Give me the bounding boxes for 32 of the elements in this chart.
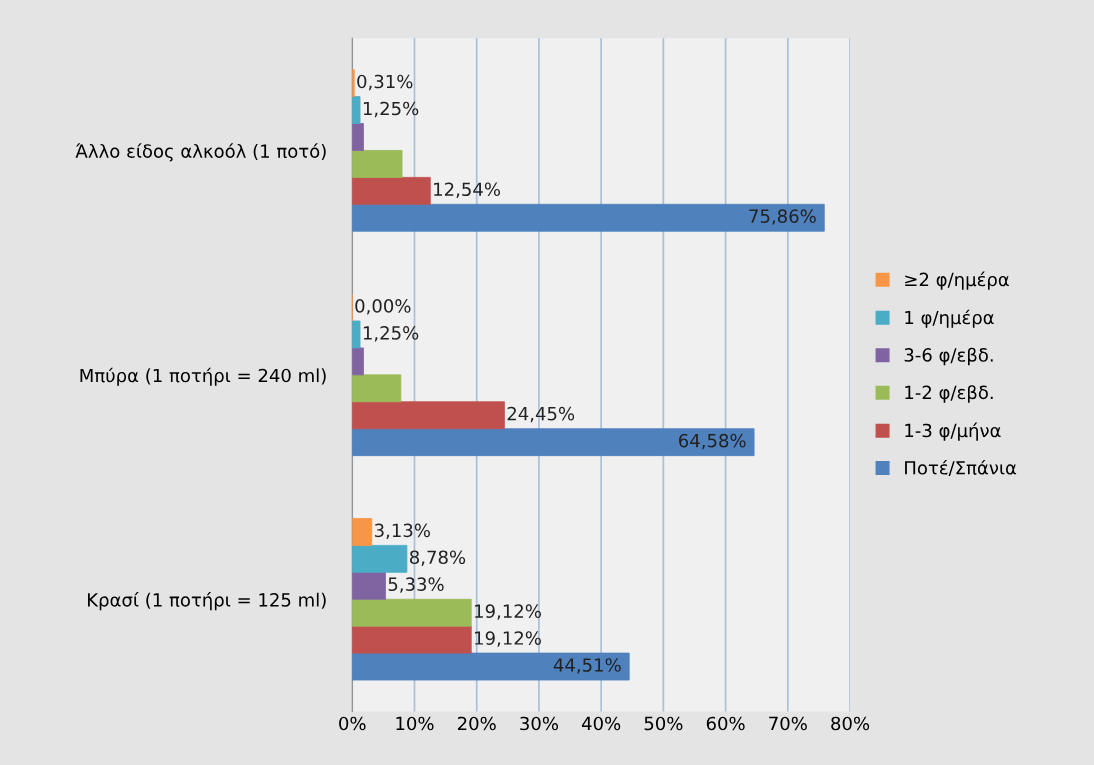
- x-tick-label: 10%: [396, 716, 434, 731]
- legend-label: 1 φ/ημέρα: [905, 309, 994, 328]
- legend-label: 1-3 φ/μήνα: [905, 422, 1001, 441]
- data-label: 3,13%: [374, 523, 430, 540]
- legend-label: ≥2 φ/ημέρα: [905, 271, 1009, 290]
- x-tick-label: 50%: [644, 716, 683, 731]
- data-label: 64,58%: [679, 433, 746, 450]
- data-label: 0,31%: [357, 74, 413, 91]
- x-tick-label: 40%: [581, 716, 621, 731]
- y-tick-label: Κρασί (1 ποτήρι = 125 ml): [88, 592, 326, 611]
- legend-label: 1-2 φ/εβδ.: [905, 385, 993, 403]
- x-tick-label: 80%: [831, 716, 870, 731]
- y-tick-label: Μπύρα (1 ποτήρι = 240 ml): [80, 367, 326, 386]
- data-label: 44,51%: [553, 658, 621, 674]
- x-tick-label: 60%: [706, 716, 745, 731]
- data-label: 75,86%: [749, 209, 816, 225]
- x-tick-label: 30%: [520, 716, 558, 731]
- data-label: 5,33%: [388, 577, 444, 593]
- data-label: 12,54%: [434, 182, 501, 198]
- data-label: 1,25%: [363, 326, 419, 342]
- x-tick-label: 70%: [769, 716, 807, 731]
- x-tick-label: 0%: [339, 716, 366, 731]
- y-tick-label: Άλλο είδος αλκοόλ (1 ποτό): [75, 143, 326, 162]
- data-label: 19,12%: [475, 604, 541, 620]
- x-tick-label: 20%: [457, 716, 496, 731]
- legend-label: 3-6 φ/εβδ.: [904, 347, 993, 366]
- data-label: 8,78%: [409, 550, 466, 566]
- legend-label: Ποτέ/Σπάνια: [905, 459, 1017, 477]
- data-label: 0,00%: [355, 299, 411, 315]
- data-label: 1,25%: [363, 101, 419, 118]
- data-label: 24,45%: [507, 406, 575, 423]
- data-label: 19,12%: [475, 631, 541, 647]
